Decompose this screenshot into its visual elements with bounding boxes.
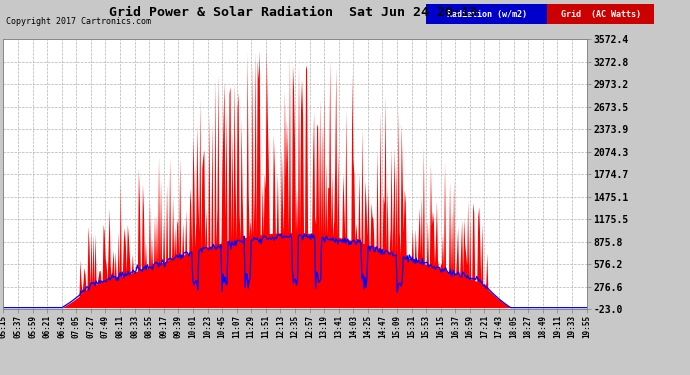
Text: Grid  (AC Watts): Grid (AC Watts) — [561, 10, 640, 18]
Text: Grid Power & Solar Radiation  Sat Jun 24 20:13: Grid Power & Solar Radiation Sat Jun 24 … — [109, 6, 477, 19]
Text: Copyright 2017 Cartronics.com: Copyright 2017 Cartronics.com — [6, 17, 150, 26]
Text: Radiation (w/m2): Radiation (w/m2) — [447, 10, 526, 18]
